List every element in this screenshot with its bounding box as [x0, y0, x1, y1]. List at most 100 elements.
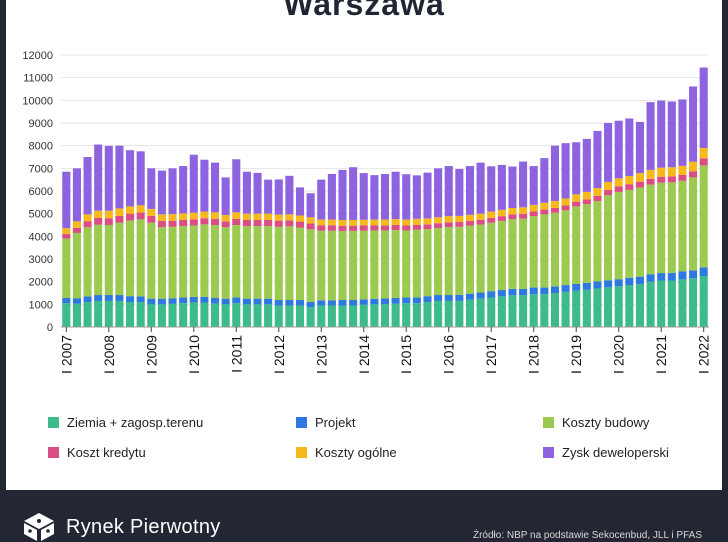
bar-segment-5 — [593, 130, 602, 189]
bar-segment-1 — [62, 297, 71, 304]
chart-card: Warszawa 0 1000 2000 3000 4000 5000 6000 7000 80… — [6, 0, 722, 490]
bar-segment-3 — [94, 217, 103, 225]
bar-segment-0 — [62, 303, 71, 327]
bar-segment-5 — [402, 174, 411, 220]
bar-segment-4 — [635, 173, 644, 182]
legend-item-koszty-ogolne[interactable]: Koszty ogólne — [296, 445, 397, 460]
bar-segment-4 — [465, 214, 475, 221]
bar-segment-5 — [210, 162, 220, 213]
bar-segment-4 — [359, 219, 368, 226]
bar-segment-3 — [699, 158, 708, 166]
bar-segment-1 — [412, 297, 421, 304]
bar-segment-4 — [104, 210, 113, 219]
legend-item-projekt[interactable]: Projekt — [296, 415, 355, 430]
bar-segment-2 — [635, 187, 644, 277]
bar-segment-2 — [295, 227, 305, 301]
bar-segment-2 — [423, 229, 432, 297]
bar-segment-2 — [689, 177, 698, 271]
bar-segment-3 — [487, 217, 496, 223]
bar-segment-1 — [667, 272, 676, 281]
y-tick-label: 0 — [47, 322, 53, 334]
bar-segment-5 — [189, 154, 198, 213]
bar-segment-0 — [434, 300, 443, 327]
bar-segment-2 — [625, 189, 634, 278]
legend-item-zysk-deweloperski[interactable]: Zysk deweloperski — [543, 445, 669, 460]
stacked-bar-chart: 0 1000 2000 3000 4000 5000 6000 7000 8000 9000 100… — [22, 50, 711, 374]
bar-segment-4 — [285, 214, 294, 221]
bar-segment-3 — [264, 220, 273, 227]
bar-segment-0 — [317, 305, 326, 327]
legend-item-koszt-kredytu[interactable]: Koszt kredytu — [48, 445, 146, 460]
legend-item-koszty-budowy[interactable]: Koszty budowy — [543, 415, 649, 430]
bar-segment-1 — [200, 296, 209, 303]
bar-segment-2 — [561, 210, 570, 286]
bar-segment-5 — [157, 170, 166, 215]
bar-segment-1 — [274, 300, 283, 306]
bar-segment-2 — [550, 212, 560, 287]
bar-segment-3 — [72, 227, 81, 233]
bar-segment-1 — [689, 270, 698, 279]
bar-segment-0 — [689, 278, 698, 327]
bar-segment-0 — [412, 303, 421, 327]
bar-segment-0 — [306, 307, 315, 327]
bar-segment-2 — [274, 226, 283, 301]
bar-segment-1 — [210, 297, 220, 304]
bar-segment-2 — [359, 230, 368, 300]
bar-segment-0 — [657, 280, 666, 327]
bar-segment-5 — [678, 99, 687, 166]
bar-segment-2 — [306, 229, 315, 302]
bar-segment-5 — [317, 179, 326, 220]
bar-segment-5 — [667, 101, 676, 168]
bar-segment-0 — [572, 290, 581, 327]
bar-segment-2 — [349, 230, 358, 301]
bar-segment-0 — [274, 305, 283, 327]
bar-segment-0 — [94, 300, 103, 327]
bar-segment-3 — [465, 220, 475, 226]
bar-segment-0 — [508, 295, 517, 327]
bar-segment-4 — [476, 213, 485, 220]
legend-swatch — [296, 447, 307, 458]
bar-segment-1 — [614, 279, 623, 287]
bar-segment-3 — [349, 225, 358, 231]
bar-segment-5 — [391, 171, 400, 220]
bar-segment-5 — [465, 166, 475, 215]
bar-segment-3 — [667, 176, 676, 183]
x-tick-label: I 2010 — [186, 335, 202, 374]
legend-item-ziemia[interactable]: Ziemia + zagosp.terenu — [48, 415, 203, 430]
bar-segment-3 — [625, 184, 634, 190]
bar-segment-4 — [519, 207, 528, 214]
bar-segment-1 — [678, 271, 687, 280]
legend-label: Projekt — [315, 415, 356, 430]
bar-segment-0 — [189, 302, 198, 327]
bar-segment-5 — [657, 100, 666, 168]
bar-segment-4 — [274, 214, 283, 221]
bar-segment-3 — [402, 225, 411, 231]
bar-segment-3 — [232, 218, 241, 225]
bar-segment-1 — [646, 274, 655, 282]
bar-segment-2 — [646, 184, 655, 275]
bar-segment-3 — [295, 221, 305, 228]
bar-segment-1 — [115, 295, 124, 301]
bar-segment-3 — [508, 214, 517, 220]
y-tick-label: 5000 — [29, 209, 53, 221]
bar-segment-3 — [285, 220, 294, 227]
x-tick-label: I 2009 — [143, 335, 159, 374]
footer-logo[interactable]: Rynek Pierwotny — [22, 512, 221, 542]
bar-segment-0 — [157, 304, 166, 327]
bar-segment-5 — [147, 168, 156, 209]
x-tick-label: I 2013 — [313, 335, 329, 374]
y-tick-label: 1000 — [29, 299, 53, 311]
bar-segment-0 — [210, 303, 220, 327]
bar-segment-2 — [434, 227, 443, 296]
bar-segment-1 — [295, 300, 305, 306]
bar-segment-1 — [550, 286, 560, 293]
bar-segment-0 — [582, 289, 591, 327]
bar-segment-3 — [657, 176, 666, 183]
bar-segment-1 — [529, 287, 538, 295]
bar-segment-3 — [444, 222, 453, 228]
bar-segment-5 — [221, 177, 230, 216]
bar-segment-2 — [210, 225, 220, 298]
bar-segment-3 — [104, 218, 113, 225]
bar-segment-3 — [497, 216, 506, 221]
bar-segment-3 — [327, 225, 336, 231]
